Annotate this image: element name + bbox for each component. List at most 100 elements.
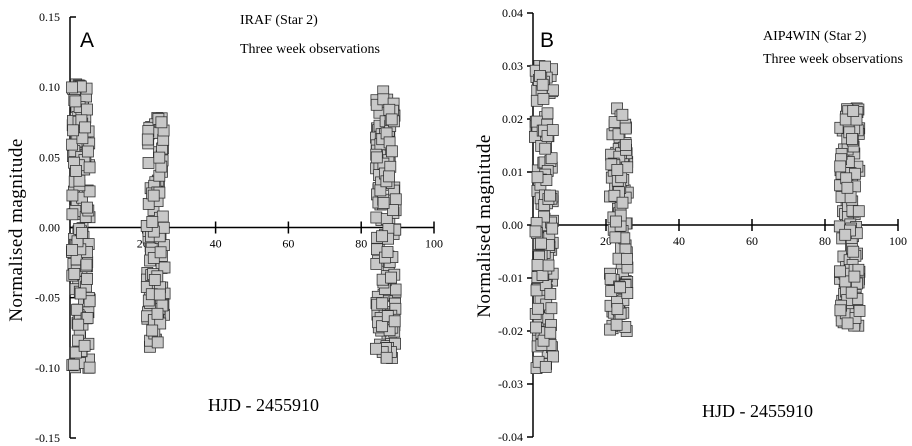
data-point xyxy=(146,324,159,337)
data-point xyxy=(537,334,550,347)
y-tick-label: -0.02 xyxy=(498,324,523,338)
data-point xyxy=(611,303,624,316)
data-point xyxy=(609,231,622,244)
annotation-source: AIP4WIN (Star 2) xyxy=(763,29,867,44)
data-point xyxy=(616,196,629,209)
data-point xyxy=(544,189,556,202)
data-point xyxy=(846,132,858,145)
data-point xyxy=(370,257,383,270)
data-point xyxy=(74,287,87,300)
data-point xyxy=(155,116,168,129)
data-point xyxy=(376,320,389,333)
data-point xyxy=(387,204,399,217)
y-axis-label: Normalised magnitude xyxy=(6,138,27,322)
y-tick-label: 0.05 xyxy=(39,150,60,164)
data-point xyxy=(381,246,394,258)
data-point xyxy=(80,258,93,271)
data-point xyxy=(531,259,544,272)
data-point xyxy=(614,281,626,294)
data-point xyxy=(148,273,161,286)
data-point xyxy=(841,181,854,194)
data-point xyxy=(66,189,79,202)
x-tick-label: 80 xyxy=(819,234,831,248)
data-point xyxy=(834,304,847,317)
data-point xyxy=(158,261,171,274)
data-point xyxy=(147,189,160,202)
x-tick-label: 20 xyxy=(600,234,612,248)
data-point xyxy=(68,267,81,280)
y-tick-label: -0.03 xyxy=(498,377,523,391)
data-point xyxy=(385,271,398,284)
data-point xyxy=(385,145,398,158)
data-point xyxy=(853,304,866,317)
data-point xyxy=(146,215,159,228)
x-tick-label: 40 xyxy=(673,234,685,248)
data-point xyxy=(81,103,93,116)
data-point xyxy=(608,189,621,202)
data-point xyxy=(539,360,552,373)
data-point xyxy=(83,361,96,374)
data-point xyxy=(67,124,79,137)
data-point xyxy=(604,273,617,285)
data-point xyxy=(529,130,541,143)
data-point xyxy=(544,326,557,339)
data-point xyxy=(142,157,155,169)
data-point xyxy=(66,208,79,221)
data-point xyxy=(156,210,169,223)
data-point xyxy=(70,164,82,177)
data-point xyxy=(834,160,847,173)
data-point xyxy=(70,346,82,359)
data-point xyxy=(839,228,852,241)
data-point xyxy=(621,161,634,174)
data-point xyxy=(537,93,550,105)
x-tick-label: 60 xyxy=(282,237,294,251)
data-point xyxy=(66,138,78,151)
data-point xyxy=(545,302,558,315)
data-point xyxy=(545,152,558,165)
panel-letter: A xyxy=(80,29,94,52)
data-point xyxy=(82,145,94,158)
data-point xyxy=(541,107,554,120)
data-point xyxy=(376,297,389,310)
data-point xyxy=(377,196,390,209)
x-tick-label: 80 xyxy=(355,237,367,251)
data-point xyxy=(83,295,96,308)
data-point xyxy=(619,122,632,135)
data-point xyxy=(79,121,91,134)
data-point xyxy=(72,318,85,331)
data-point xyxy=(388,315,401,328)
data-point xyxy=(538,210,550,223)
data-point xyxy=(66,243,78,256)
data-point xyxy=(535,237,547,250)
data-point xyxy=(157,221,170,234)
data-point xyxy=(374,184,387,197)
data-point xyxy=(610,215,622,228)
annotation-period: Three week observations xyxy=(240,42,380,57)
x-tick-label: 40 xyxy=(210,237,222,251)
data-point xyxy=(544,287,557,300)
y-tick-label: 0.00 xyxy=(39,221,60,235)
data-point xyxy=(532,302,544,315)
data-point xyxy=(376,230,389,243)
data-point xyxy=(385,113,398,126)
data-point xyxy=(71,303,83,316)
data-point xyxy=(621,252,633,265)
x-tick-label: 100 xyxy=(425,237,443,251)
data-point xyxy=(530,321,542,334)
y-tick-label: 0.03 xyxy=(502,59,523,73)
panel-b: 0.04 0.03 0.02 0.01 0.00 -0.01 -0.02 -0.03 -0.04… xyxy=(474,6,907,444)
annotation-source: IRAF (Star 2) xyxy=(240,13,318,28)
data-point xyxy=(151,307,164,320)
panel-letter: B xyxy=(540,29,554,52)
data-point xyxy=(834,265,846,278)
data-point xyxy=(616,108,629,121)
data-point xyxy=(845,286,858,299)
y-tick-label: -0.10 xyxy=(35,361,60,375)
data-point xyxy=(69,95,82,108)
data-point xyxy=(608,116,621,128)
data-point xyxy=(389,193,402,206)
data-point xyxy=(83,185,96,198)
data-point xyxy=(531,171,544,184)
data-point xyxy=(73,174,86,187)
data-point xyxy=(83,161,96,174)
